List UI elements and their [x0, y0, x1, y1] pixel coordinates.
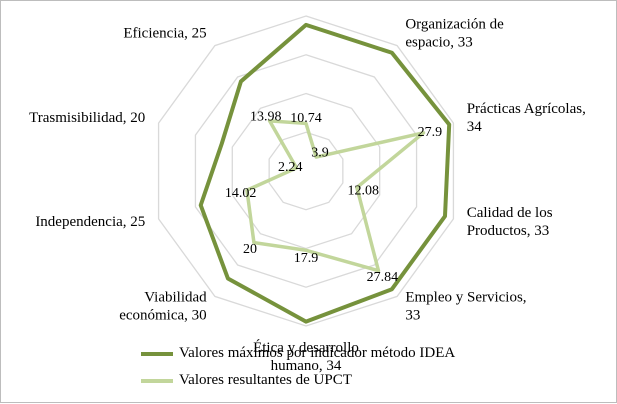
legend-swatch-max — [141, 351, 173, 356]
legend-label-max: Valores máximos por indicador método IDE… — [179, 345, 456, 361]
series-line-0 — [198, 22, 452, 324]
axis-label-2: Prácticas Agrícolas, 34 — [467, 101, 586, 135]
legend-item-upct: Valores resultantes de UPCT — [141, 372, 352, 389]
legend-label-upct: Valores resultantes de UPCT — [179, 372, 352, 388]
grid-ring-2 — [231, 92, 381, 250]
axis-label-5: Ética y desarrollo humano, 34 — [253, 339, 359, 374]
data-label-0: 10.74 — [290, 111, 322, 126]
data-label-8: 2.24 — [278, 160, 303, 175]
data-label-7: 14.02 — [225, 186, 257, 201]
data-label-1: 3.9 — [311, 146, 329, 161]
axis-label-3: Calidad de los Productos, 33 — [467, 205, 553, 239]
grid-ring-3 — [194, 54, 418, 288]
axis-label-9: Eficiencia, 25 — [123, 25, 206, 41]
data-label-5: 17.9 — [294, 251, 319, 266]
axis-label-8: Trasmisibilidad, 20 — [29, 110, 145, 126]
data-label-2: 27.9 — [418, 125, 443, 140]
axis-label-1: Organización de espacio, 33 — [405, 16, 504, 50]
data-label-9: 13.98 — [250, 110, 282, 125]
data-label-3: 12.08 — [347, 184, 379, 199]
data-label-6: 20 — [243, 242, 257, 257]
axis-label-6: Viabilidad económica, 30 — [119, 290, 207, 324]
axis-label-7: Independencia, 25 — [35, 214, 145, 230]
data-label-4: 27.84 — [367, 270, 399, 285]
axis-label-4: Empleo y Servicios, 33 — [405, 290, 526, 324]
series-line-1 — [245, 119, 426, 273]
grid-ring-4 — [157, 15, 455, 327]
legend-swatch-upct — [141, 378, 173, 383]
legend-item-max: Valores máximos por indicador método IDE… — [141, 345, 455, 362]
